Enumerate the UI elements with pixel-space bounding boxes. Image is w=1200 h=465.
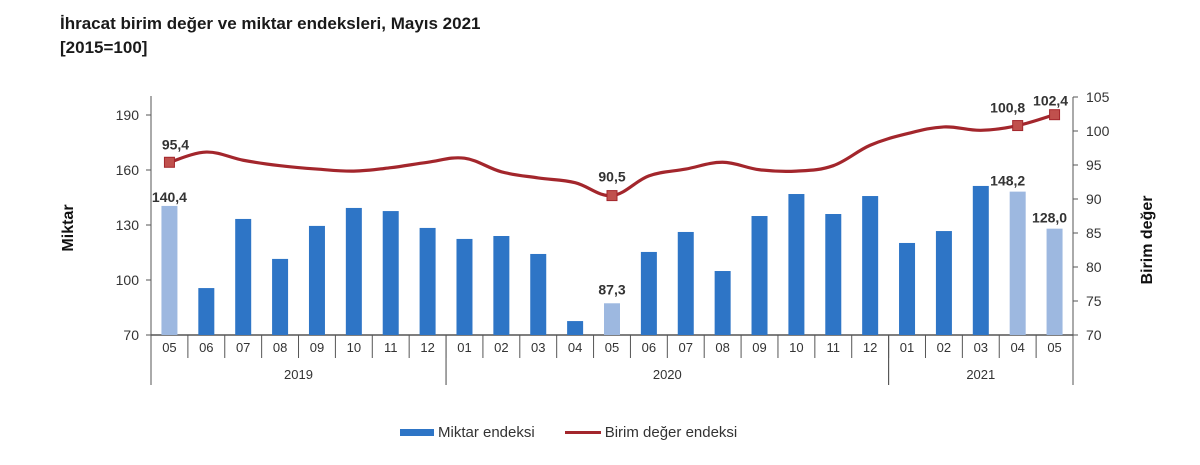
left-tick-label: 160 <box>116 162 140 178</box>
line-data-label: 90,5 <box>598 169 625 185</box>
left-tick-label: 100 <box>116 272 140 288</box>
bar-miktar <box>788 194 805 335</box>
category-label: 11 <box>827 340 841 355</box>
bar-miktar <box>751 216 768 335</box>
category-label: 05 <box>162 340 176 355</box>
category-label: 02 <box>494 340 508 355</box>
bar-data-label: 140,4 <box>152 189 187 205</box>
bar-miktar <box>1009 191 1026 335</box>
right-tick-label: 80 <box>1086 259 1102 275</box>
category-label: 08 <box>715 340 729 355</box>
left-tick-label: 130 <box>116 217 140 233</box>
bar-miktar <box>1046 228 1063 335</box>
right-tick-label: 75 <box>1086 293 1102 309</box>
bar-miktar <box>382 211 399 335</box>
category-label: 02 <box>937 340 951 355</box>
bar-miktar <box>899 242 916 335</box>
bar-miktar <box>530 253 547 335</box>
category-label: 06 <box>642 340 656 355</box>
bar-miktar <box>308 225 325 335</box>
bar-data-label: 148,2 <box>990 173 1025 189</box>
category-label: 09 <box>310 340 324 355</box>
right-tick-label: 70 <box>1086 327 1102 343</box>
left-tick-label: 70 <box>123 327 139 343</box>
bar-miktar <box>235 218 252 335</box>
chart-title: İhracat birim değer ve miktar endeksleri… <box>60 14 481 33</box>
bar-miktar <box>567 321 584 335</box>
chart-title-block: İhracat birim değer ve miktar endeksleri… <box>60 12 481 60</box>
chart-subtitle: [2015=100] <box>60 38 148 57</box>
line-data-label: 102,4 <box>1033 93 1068 109</box>
category-label: 12 <box>420 340 434 355</box>
line-data-label: 95,4 <box>162 136 189 152</box>
right-tick-label: 95 <box>1086 157 1102 173</box>
legend-item-miktar: Miktar endeksi <box>400 424 535 441</box>
right-tick-label: 105 <box>1086 89 1110 105</box>
bar-miktar <box>493 236 510 335</box>
bar-miktar <box>604 303 620 335</box>
category-label: 06 <box>199 340 213 355</box>
bar-miktar <box>825 214 842 335</box>
bar-swatch-icon <box>400 429 434 436</box>
category-label: 01 <box>457 340 471 355</box>
category-label: 10 <box>347 340 361 355</box>
category-label: 08 <box>273 340 287 355</box>
category-label: 03 <box>531 340 545 355</box>
bar-miktar <box>714 271 731 335</box>
bar-miktar <box>456 238 473 335</box>
bar-miktar <box>198 288 215 335</box>
left-tick-label: 190 <box>116 107 140 123</box>
category-label: 01 <box>900 340 914 355</box>
right-tick-label: 85 <box>1086 225 1102 241</box>
bar-miktar <box>161 205 178 335</box>
category-label: 05 <box>605 340 619 355</box>
bar-miktar <box>272 258 289 335</box>
category-label: 05 <box>1047 340 1061 355</box>
category-label: 11 <box>384 340 398 355</box>
year-label: 2021 <box>966 367 995 382</box>
line-data-label: 100,8 <box>990 100 1025 116</box>
legend-label-miktar: Miktar endeksi <box>438 424 535 441</box>
line-marker <box>606 190 618 202</box>
line-marker <box>1049 109 1061 121</box>
bar-data-label: 87,3 <box>598 281 625 297</box>
right-tick-label: 90 <box>1086 191 1102 207</box>
legend: Miktar endeksi Birim değer endeksi <box>400 424 767 441</box>
bar-miktar <box>677 231 694 335</box>
line-marker <box>1012 120 1024 132</box>
category-label: 04 <box>1010 340 1024 355</box>
year-label: 2019 <box>284 367 313 382</box>
bar-miktar <box>972 185 989 335</box>
bar-miktar <box>345 207 362 335</box>
category-label: 07 <box>236 340 250 355</box>
right-tick-label: 100 <box>1086 123 1110 139</box>
bar-data-label: 128,0 <box>1032 210 1067 226</box>
legend-item-birim-deger: Birim değer endeksi <box>564 424 738 441</box>
legend-label-birim-deger: Birim değer endeksi <box>604 424 738 441</box>
category-label: 03 <box>974 340 988 355</box>
bar-miktar <box>862 196 879 335</box>
bar-miktar <box>419 227 436 335</box>
category-label: 09 <box>752 340 766 355</box>
category-label: 10 <box>789 340 803 355</box>
category-label: 04 <box>568 340 582 355</box>
right-axis-title: Birim değer <box>1139 196 1156 285</box>
line-marker <box>163 156 175 168</box>
year-label: 2020 <box>653 367 682 382</box>
category-label: 07 <box>679 340 693 355</box>
bar-miktar <box>640 251 657 335</box>
line-swatch-icon <box>564 431 601 434</box>
category-label: 12 <box>863 340 877 355</box>
left-axis-title: Miktar <box>60 204 77 251</box>
bar-miktar <box>935 231 952 335</box>
